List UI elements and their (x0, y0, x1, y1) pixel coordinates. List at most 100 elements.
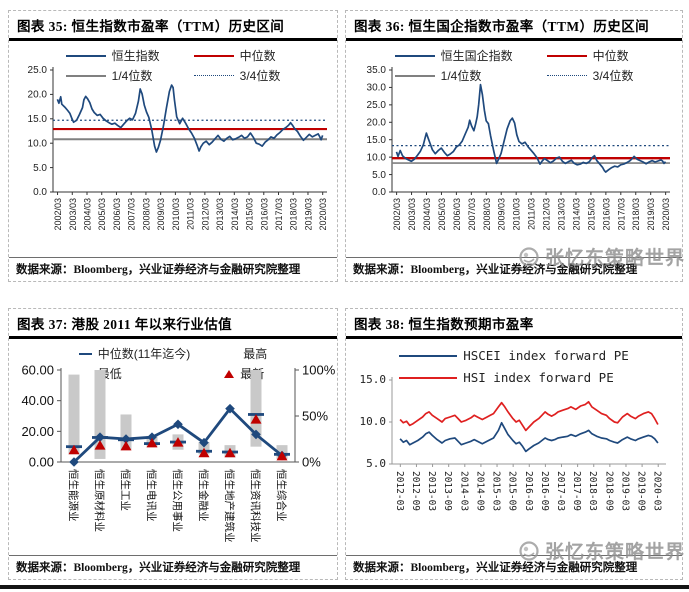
svg-text:2005/03: 2005/03 (97, 198, 107, 231)
legend-item: 恒生指数 (65, 47, 160, 64)
svg-text:2013/03: 2013/03 (215, 198, 225, 231)
svg-text:2016-03: 2016-03 (523, 471, 534, 511)
svg-text:2010/03: 2010/03 (512, 198, 522, 231)
legend-label: 中位数 (239, 49, 276, 63)
legend-label: 恒生国企指数 (440, 49, 513, 63)
panel-title: 图表 36: 恒生国企指数市盈率（TTM）历史区间 (346, 11, 682, 41)
svg-text:2013-09: 2013-09 (442, 471, 453, 511)
svg-text:60.00: 60.00 (21, 363, 54, 378)
svg-text:10.0: 10.0 (367, 152, 387, 163)
svg-text:0.0: 0.0 (372, 187, 386, 198)
svg-text:2014/03: 2014/03 (230, 198, 240, 231)
svg-text:15.0: 15.0 (28, 114, 48, 125)
legend-item: 3/4位数 (193, 67, 281, 84)
legend-dash-icon (78, 352, 92, 355)
svg-text:2011/03: 2011/03 (186, 198, 196, 230)
legend-item: 中位数(11年迄今) (78, 345, 190, 362)
panel-title: 图表 35: 恒生指数市盈率（TTM）历史区间 (9, 11, 337, 41)
legend-none-icon (224, 353, 237, 354)
panel-hscei-pe-ttm: 图表 36: 恒生国企指数市盈率（TTM）历史区间 恒生国企指数 中位数 1/4位数… (345, 10, 683, 282)
svg-text:2011/03: 2011/03 (527, 198, 537, 230)
svg-text:2002/03: 2002/03 (53, 198, 63, 231)
svg-text:35.0: 35.0 (367, 65, 387, 76)
svg-text:100%: 100% (302, 363, 336, 378)
legend-line-icon (65, 54, 106, 57)
legend-item: 中位数 (546, 47, 634, 64)
data-source-note: 数据来源：Bloomberg，兴业证券经济与金融研究院整理 (346, 555, 682, 579)
data-source-note: 数据来源：Bloomberg，兴业证券经济与金融研究院整理 (9, 555, 337, 579)
svg-text:2017/03: 2017/03 (616, 198, 626, 231)
svg-text:恒生能源业: 恒生能源业 (67, 469, 80, 522)
legend-item: 3/4位数 (546, 67, 633, 84)
svg-text:0%: 0% (302, 455, 321, 470)
svg-text:恒生地产建筑业: 恒生地产建筑业 (223, 469, 236, 543)
svg-text:2012-03: 2012-03 (394, 471, 405, 511)
svg-text:2015/03: 2015/03 (586, 198, 596, 231)
svg-text:5.0: 5.0 (372, 170, 386, 181)
svg-text:2016/03: 2016/03 (601, 198, 611, 231)
panel-forward-pe: 图表 38: 恒生指数预期市盈率 HSCEI index forward PE H… (345, 308, 683, 580)
svg-text:恒生综合业: 恒生综合业 (275, 469, 288, 522)
legend-line-icon (193, 54, 234, 57)
legend-line-icon (546, 54, 587, 57)
svg-text:恒生原材料业: 恒生原材料业 (93, 469, 106, 532)
svg-text:2012/03: 2012/03 (542, 198, 552, 231)
svg-text:恒生金融业: 恒生金融业 (197, 469, 210, 522)
panel-hsi-pe-ttm: 图表 35: 恒生指数市盈率（TTM）历史区间 恒生指数 中位数 1/4位数 3/4位… (8, 10, 338, 282)
svg-text:2006/03: 2006/03 (112, 198, 122, 231)
svg-text:25.0: 25.0 (28, 65, 48, 76)
legend-dotted-icon (546, 75, 587, 76)
panel-title: 图表 37: 港股 2011 年以来行业估值 (9, 309, 337, 339)
svg-text:2003/03: 2003/03 (407, 198, 417, 231)
legend-item: 恒生国企指数 (394, 47, 513, 64)
svg-text:2006/03: 2006/03 (452, 198, 462, 231)
legend-label: 中位数 (592, 49, 629, 63)
svg-text:2019-03: 2019-03 (619, 471, 630, 511)
svg-text:2009/03: 2009/03 (497, 198, 507, 231)
svg-text:0.0: 0.0 (33, 187, 47, 198)
svg-text:2002/03: 2002/03 (392, 198, 402, 231)
svg-text:2018-03: 2018-03 (587, 471, 598, 511)
legend-label: HSI index forward PE (463, 370, 614, 385)
legend-label: 1/4位数 (440, 69, 482, 83)
legend-label: 3/4位数 (239, 69, 281, 83)
svg-text:恒生公用事业: 恒生公用事业 (171, 469, 184, 532)
svg-text:50%: 50% (302, 409, 328, 424)
svg-text:5.0: 5.0 (366, 457, 386, 470)
svg-text:20.0: 20.0 (367, 117, 387, 128)
legend-line-icon (65, 74, 106, 77)
svg-text:15.0: 15.0 (360, 373, 387, 386)
svg-text:2019/03: 2019/03 (303, 198, 313, 231)
svg-text:2014-09: 2014-09 (474, 471, 485, 511)
svg-text:20.0: 20.0 (28, 90, 48, 101)
legend-label: 最高 (243, 347, 268, 361)
svg-text:恒生工业: 恒生工业 (119, 469, 132, 511)
panel-industry-valuation: 图表 37: 港股 2011 年以来行业估值 中位数(11年迄今)最高最低最新 … (8, 308, 338, 580)
svg-text:恒生电讯业: 恒生电讯业 (145, 469, 158, 522)
svg-text:2016/03: 2016/03 (259, 198, 269, 231)
svg-text:15.0: 15.0 (367, 135, 387, 146)
hsi-pe-ttm-chart: 0.0 5.0 10.0 15.0 20.0 25.0 2002/03 2003/03 2004… (9, 64, 337, 257)
svg-text:2018/03: 2018/03 (289, 198, 299, 231)
legend-item: 最高 (224, 345, 267, 362)
legend-line-icon (394, 74, 435, 77)
legend-hsi-pe: 恒生指数 中位数 1/4位数 3/4位数 (9, 41, 337, 84)
svg-text:恒生资讯科技业: 恒生资讯科技业 (249, 469, 262, 543)
svg-text:2017-09: 2017-09 (571, 471, 582, 511)
svg-text:30.0: 30.0 (367, 83, 387, 94)
svg-text:40.00: 40.00 (21, 393, 54, 408)
bottom-divider-bar (0, 585, 689, 589)
svg-text:2017/03: 2017/03 (274, 198, 284, 231)
svg-text:2014/03: 2014/03 (571, 198, 581, 231)
svg-text:2015-09: 2015-09 (507, 471, 518, 511)
legend-item: 中位数 (193, 47, 281, 64)
svg-text:5.0: 5.0 (33, 163, 47, 174)
industry-valuation-chart: 0.00 20.00 40.00 60.00 0% 50% 100% 恒生能源业 恒生原材料业恒… (9, 362, 337, 555)
svg-text:0.00: 0.00 (29, 455, 54, 470)
data-source-note: 数据来源：Bloomberg，兴业证券经济与金融研究院整理 (9, 257, 337, 281)
svg-text:2014-03: 2014-03 (458, 471, 469, 511)
svg-text:20.00: 20.00 (21, 424, 54, 439)
legend-hscei-pe: 恒生国企指数 中位数 1/4位数 3/4位数 (346, 41, 682, 84)
svg-text:10.0: 10.0 (28, 138, 48, 149)
data-source-note: 数据来源：Bloomberg，兴业证券经济与金融研究院整理 (346, 257, 682, 281)
